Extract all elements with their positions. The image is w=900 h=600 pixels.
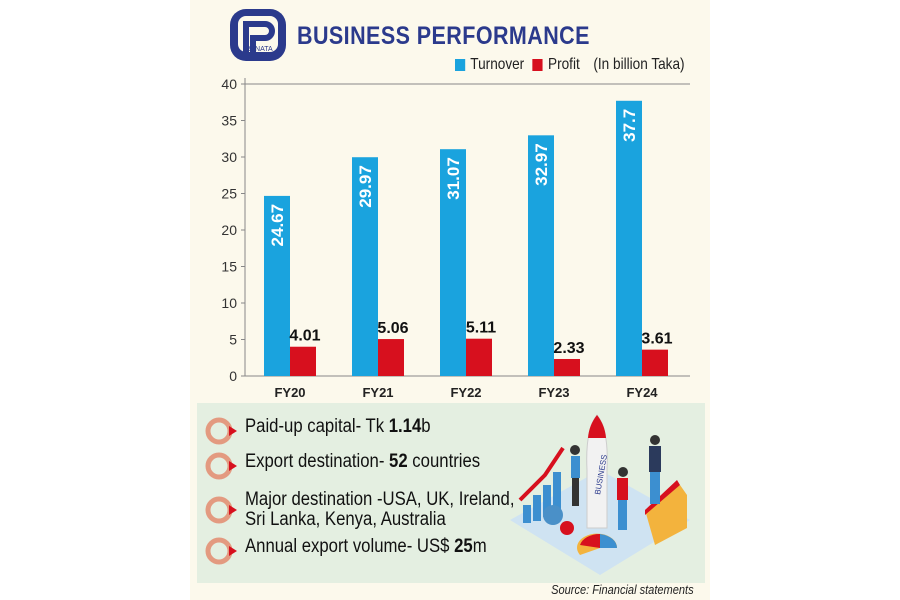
y-tick-label: 25 bbox=[221, 186, 237, 202]
y-tick-label: 10 bbox=[221, 295, 237, 311]
bar-profit bbox=[554, 358, 580, 376]
business-growth-illustration: BUSINESS bbox=[510, 414, 690, 575]
data-label-turnover: 29.97 bbox=[356, 165, 375, 208]
data-label-turnover: 37.7 bbox=[620, 109, 639, 142]
circular-arrow-icon bbox=[205, 417, 237, 445]
legend-swatch-profit bbox=[532, 59, 543, 71]
info-item: Annual export volume- US$ 25m bbox=[205, 537, 520, 565]
data-label-turnover: 31.07 bbox=[444, 157, 463, 200]
legend-label-turnover: Turnover bbox=[470, 56, 525, 73]
info-text: Major destination -USA, UK, Ireland, bbox=[245, 489, 515, 510]
legend: Turnover Profit (In billion Taka) bbox=[455, 56, 685, 74]
info-value: 52 bbox=[389, 451, 408, 472]
circular-arrow-icon bbox=[205, 452, 237, 480]
x-tick-label: FY22 bbox=[450, 385, 481, 400]
info-unit: m bbox=[472, 536, 487, 557]
renata-logo: RENATA bbox=[230, 9, 286, 61]
y-tick-label: 35 bbox=[221, 113, 237, 129]
info-text-line2: Sri Lanka, Kenya, Australia bbox=[245, 509, 446, 530]
info-item: Paid-up capital- Tk 1.14b bbox=[205, 417, 456, 445]
data-label-profit: 5.11 bbox=[466, 320, 496, 337]
x-tick-label: FY21 bbox=[362, 385, 393, 400]
data-label-turnover: 32.97 bbox=[532, 143, 551, 186]
source-note: Source: Financial statements bbox=[551, 582, 694, 597]
info-item: Export destination- 52 countries bbox=[205, 452, 512, 480]
data-label-profit: 4.01 bbox=[289, 328, 320, 345]
bar-profit bbox=[378, 339, 404, 376]
y-tick-label: 5 bbox=[229, 332, 237, 348]
legend-label-profit: Profit bbox=[548, 56, 580, 73]
data-label-turnover: 24.67 bbox=[268, 204, 287, 247]
bar-profit bbox=[466, 338, 492, 376]
bar-profit bbox=[290, 346, 316, 376]
x-tick-label: FY24 bbox=[626, 385, 658, 400]
bar-profit bbox=[642, 349, 668, 376]
info-unit: b bbox=[421, 416, 431, 437]
data-label-profit: 5.06 bbox=[377, 320, 408, 337]
unit-note: (In billion Taka) bbox=[593, 56, 685, 73]
legend-swatch-turnover bbox=[455, 59, 466, 71]
y-tick-label: 30 bbox=[221, 149, 237, 165]
info-value: 1.14 bbox=[388, 416, 422, 437]
svg-text:RENATA: RENATA bbox=[245, 46, 273, 53]
y-tick-label: 20 bbox=[221, 222, 237, 238]
bar-turnover bbox=[264, 195, 290, 376]
bar-turnover bbox=[440, 149, 466, 376]
bar-chart: 0 5 10 15 20 25 30 35 40 FY20 24.67 4.01 FY21 29.97 5.… bbox=[221, 76, 690, 400]
info-value: 25 bbox=[454, 536, 473, 557]
y-tick-label: 15 bbox=[221, 259, 237, 275]
y-tick-label: 0 bbox=[229, 368, 237, 384]
bar-turnover bbox=[352, 157, 378, 376]
y-tick-label: 40 bbox=[221, 76, 237, 92]
info-unit: countries bbox=[407, 451, 481, 472]
bar-turnover bbox=[528, 135, 554, 376]
x-tick-label: FY20 bbox=[274, 385, 305, 400]
circular-arrow-icon bbox=[205, 496, 237, 524]
bar-turnover bbox=[616, 100, 642, 376]
circular-arrow-icon bbox=[205, 537, 237, 565]
info-item: Major destination -USA, UK, Ireland, Sri … bbox=[205, 490, 551, 530]
data-label-profit: 3.61 bbox=[641, 331, 672, 348]
x-tick-label: FY23 bbox=[538, 385, 569, 400]
info-text: Paid-up capital- Tk bbox=[245, 416, 389, 437]
data-label-profit: 2.33 bbox=[553, 340, 584, 357]
info-text: Export destination- bbox=[245, 451, 390, 472]
page-title: BUSINESS PERFORMANCE bbox=[297, 22, 590, 50]
info-text: Annual export volume- US$ bbox=[245, 536, 455, 557]
